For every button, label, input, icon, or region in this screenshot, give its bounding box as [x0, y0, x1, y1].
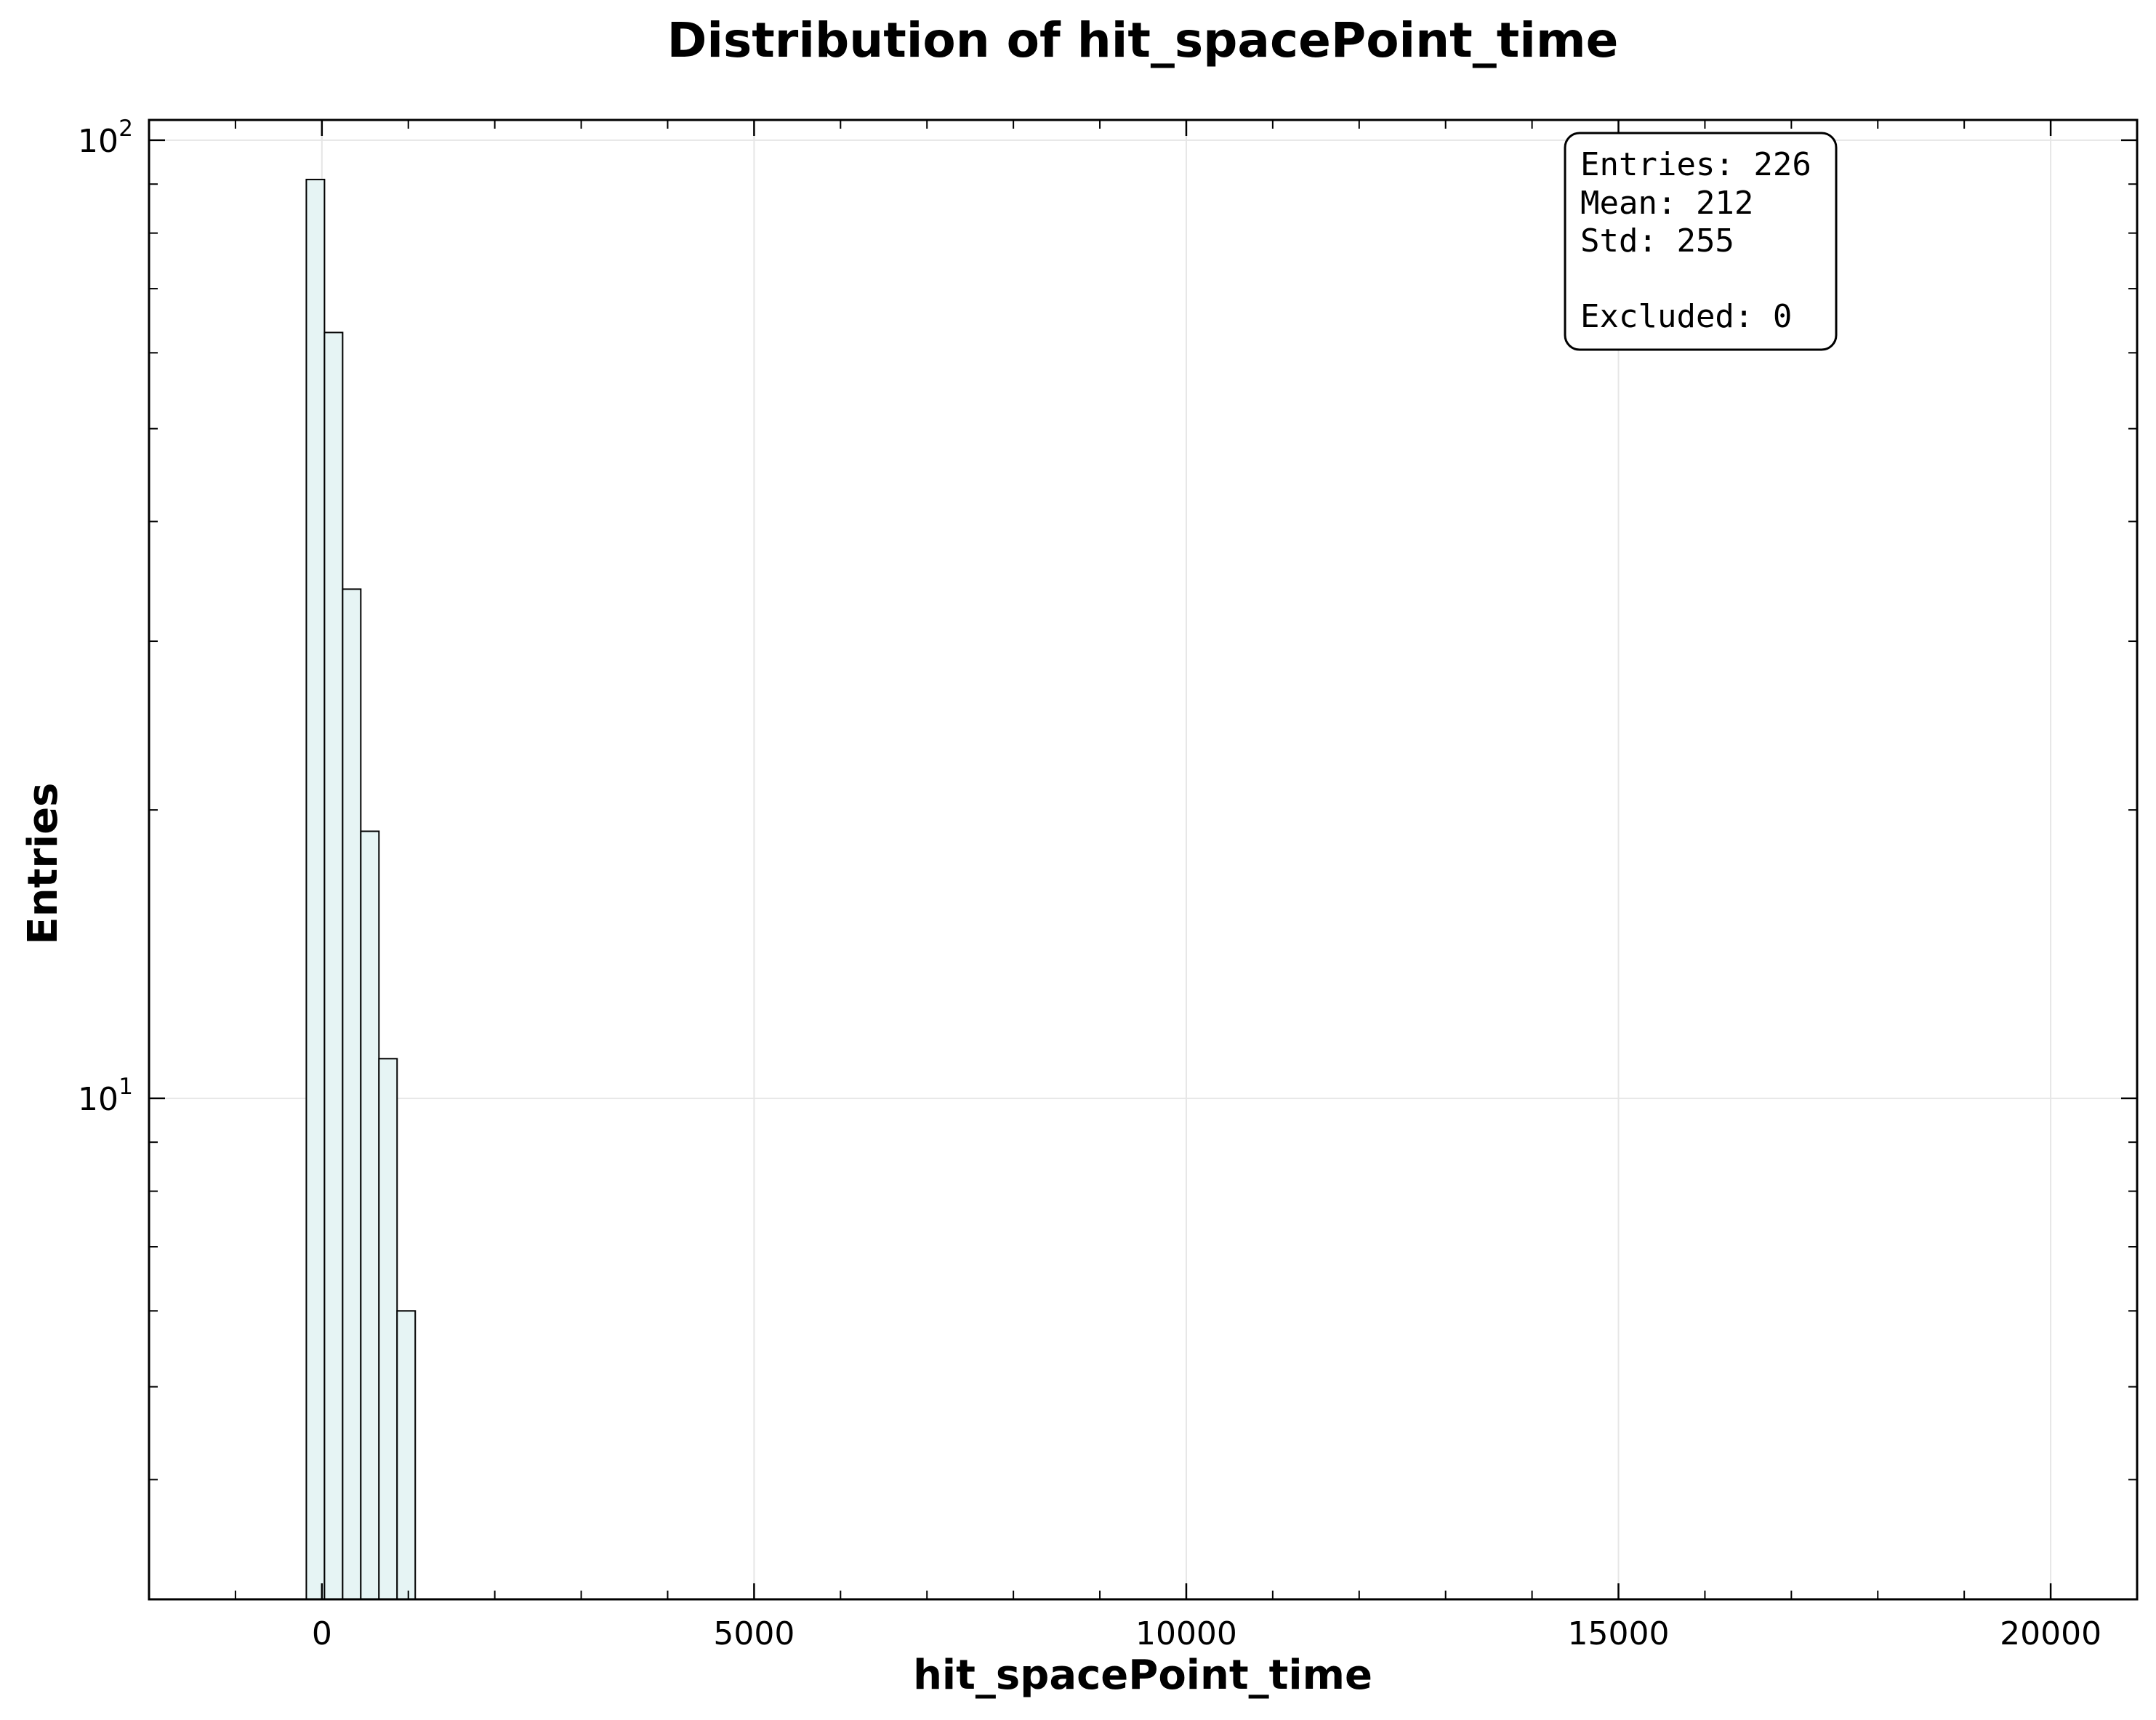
x-tick-label: 15000 [1568, 1615, 1670, 1652]
y-tick-label-exponent: 2 [118, 116, 133, 142]
y-tick-label: 10 1 [78, 1074, 133, 1118]
y-tick-label: 10 2 [78, 116, 133, 160]
x-axis-ticks: 0 5000 10000 15000 20000 [312, 120, 2101, 1652]
stats-box: Entries: 226 Mean: 212 Std: 255 Excluded… [1564, 132, 1838, 351]
plot-frame [148, 118, 2139, 1601]
stats-excluded: Excluded: 0 [1580, 298, 1792, 335]
histogram-bar [396, 1310, 417, 1601]
y-tick-label-exponent: 1 [118, 1074, 133, 1100]
stats-box-frame [1564, 132, 1838, 351]
chart-title: Distribution of hit_spacePoint_time [667, 12, 1619, 68]
histogram-bar [378, 1058, 398, 1600]
x-tick-label: 20000 [2000, 1615, 2101, 1652]
grid-lines [149, 120, 2137, 1599]
histogram-bar [342, 588, 362, 1600]
histogram-bar [305, 178, 326, 1601]
histogram-bar [360, 830, 380, 1600]
stats-std: Std: 255 [1580, 222, 1734, 260]
x-axis-label: hit_spacePoint_time [913, 1652, 1372, 1699]
x-tick-label: 0 [312, 1615, 332, 1652]
stats-mean: Mean: 212 [1580, 185, 1753, 222]
stats-entries: Entries: 226 [1580, 146, 1811, 183]
y-tick-label-base: 10 [78, 1081, 118, 1118]
y-axis-label: Entries [20, 782, 67, 944]
x-tick-label: 10000 [1135, 1615, 1237, 1652]
histogram-bars [305, 178, 417, 1601]
histogram-bar [323, 331, 344, 1601]
x-tick-label: 5000 [713, 1615, 795, 1652]
minor-ticks [148, 120, 2138, 1600]
y-tick-label-base: 10 [78, 123, 118, 160]
